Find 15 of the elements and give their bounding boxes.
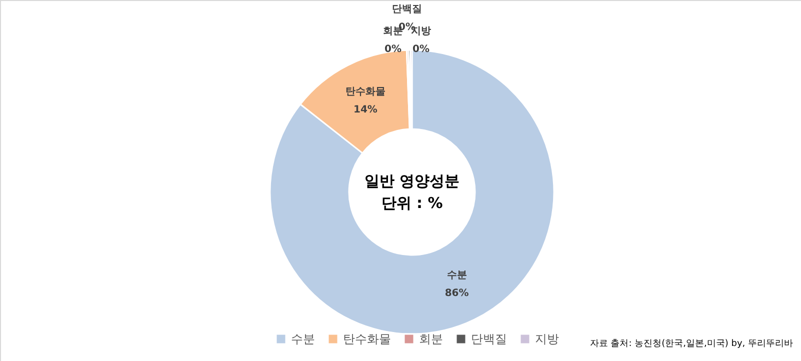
data-label: 14%: [353, 104, 378, 116]
slice-label: 수분: [446, 270, 467, 282]
data-label: 0%: [412, 44, 430, 55]
slice-label: 단백질: [392, 4, 422, 15]
text: 일반 영양성분: [364, 172, 460, 190]
text: 자료 출처: 농진청(한국,일본,미국) by, 뚜리뚜리바: [590, 339, 793, 349]
slice-label: 탄수화물: [345, 86, 386, 98]
legend-label: 지방: [535, 332, 559, 346]
data-label: 86%: [444, 288, 469, 300]
legend-label: 탄수화물: [343, 332, 391, 346]
legend-label: 수분: [291, 332, 315, 346]
text: 단위 : %: [381, 194, 443, 212]
legend-label: 회분: [419, 332, 443, 346]
legend-label: 단백질: [471, 332, 507, 346]
data-label: 0%: [384, 44, 402, 55]
